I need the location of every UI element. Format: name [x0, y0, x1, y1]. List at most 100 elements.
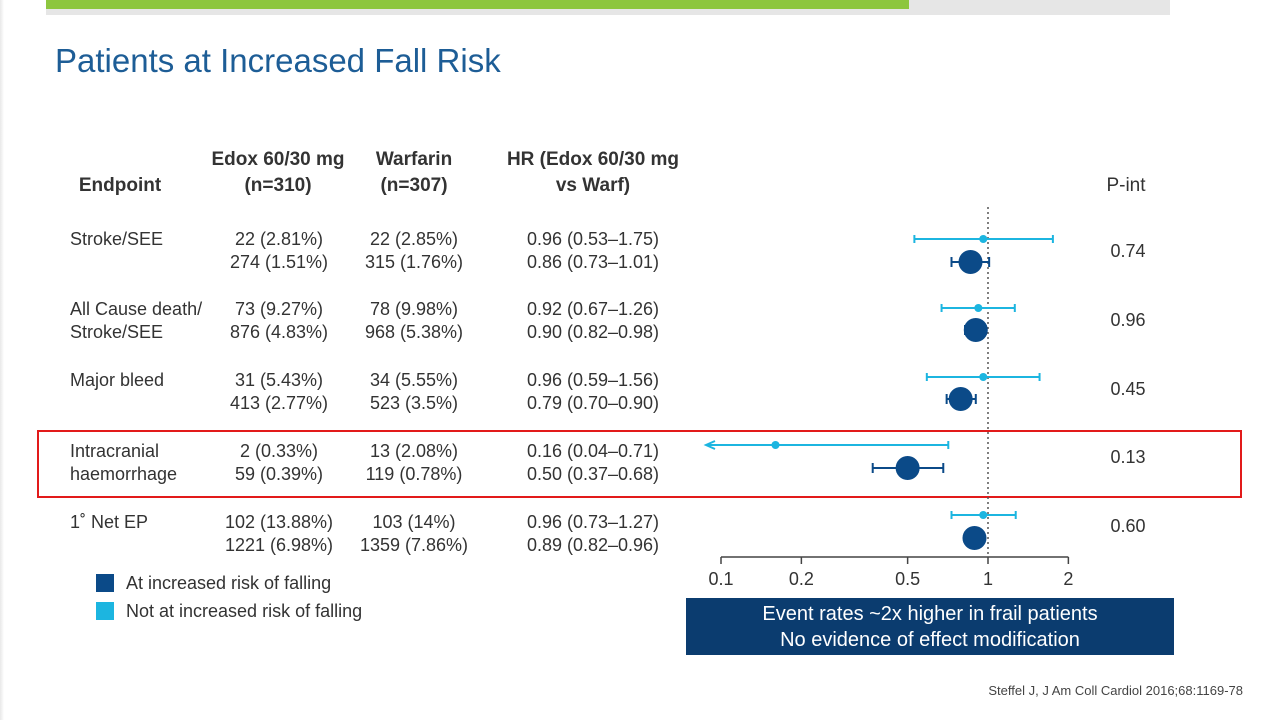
point-at-risk: [962, 526, 987, 550]
banner-line1: Event rates ~2x higher in frail patients: [762, 603, 1098, 625]
edox-at-risk: 413 (2.77%): [229, 393, 329, 413]
warf-at-risk: 1359 (7.86%): [359, 535, 469, 555]
point-not-at-risk: [979, 235, 988, 243]
header-hr-line2: vs Warf): [555, 175, 631, 196]
header-warf-line2: (n=307): [380, 175, 448, 196]
x-tick-label: 0.1: [708, 569, 733, 589]
header-edox-line2: (n=310): [244, 175, 312, 196]
hr-not-at-risk: 0.96 (0.59–1.56): [526, 370, 660, 390]
edox-not-at-risk: 102 (13.88%): [224, 512, 334, 532]
row-edox-values: 31 (5.43%) 413 (2.77%): [204, 369, 354, 415]
header-warf-line1: Warfarin: [375, 149, 453, 170]
warf-not-at-risk: 34 (5.55%): [369, 370, 459, 390]
point-not-at-risk: [979, 373, 988, 381]
header-edox: Edox 60/30 mg (n=310): [198, 147, 358, 199]
endpoint-line2: Stroke/SEE: [70, 322, 164, 342]
row-hr-values: 0.92 (0.67–1.26) 0.90 (0.82–0.98): [483, 298, 703, 344]
point-not-at-risk: [974, 304, 983, 312]
hr-not-at-risk: 0.96 (0.73–1.27): [526, 512, 660, 532]
slide-title: Patients at Increased Fall Risk: [55, 42, 501, 79]
row-edox-values: 22 (2.81%) 274 (1.51%): [204, 228, 354, 274]
row-hr-values: 0.96 (0.59–1.56) 0.79 (0.70–0.90): [483, 369, 703, 415]
legend-item-not-at-risk: Not at increased risk of falling: [96, 601, 362, 622]
warf-at-risk: 968 (5.38%): [364, 322, 464, 342]
endpoint-line1: Intracranial: [70, 441, 160, 461]
banner-line2: No evidence of effect modification: [780, 629, 1080, 651]
edox-at-risk: 59 (0.39%): [234, 464, 324, 484]
hr-at-risk: 0.89 (0.82–0.96): [526, 535, 660, 555]
row-pint: 0.74: [1110, 241, 1146, 261]
legend-swatch-at-risk: [96, 574, 114, 592]
point-not-at-risk: [979, 511, 988, 519]
endpoint-line1: Major bleed: [70, 370, 165, 390]
edox-not-at-risk: 73 (9.27%): [234, 299, 324, 319]
highlight-box-intracranial: [37, 430, 1242, 498]
hr-not-at-risk: 0.92 (0.67–1.26): [526, 299, 660, 319]
endpoint-line1: Stroke/SEE: [70, 229, 164, 249]
row-hr-values: 0.16 (0.04–0.71) 0.50 (0.37–0.68): [483, 440, 703, 486]
row-endpoint: Stroke/SEE: [70, 228, 163, 251]
endpoint-line1: 1˚ Net EP: [70, 512, 149, 532]
point-at-risk: [948, 387, 973, 411]
row-warf-values: 22 (2.85%) 315 (1.76%): [339, 228, 489, 274]
row-pint: 0.96: [1110, 310, 1146, 330]
hr-at-risk: 0.90 (0.82–0.98): [526, 322, 660, 342]
warf-at-risk: 523 (3.5%): [369, 393, 459, 413]
row-endpoint: 1˚ Net EP: [70, 511, 148, 534]
hr-at-risk: 0.86 (0.73–1.01): [526, 252, 660, 272]
row-warf-values: 13 (2.08%) 119 (0.78%): [339, 440, 489, 486]
header-edox-line1: Edox 60/30 mg: [211, 149, 345, 170]
x-tick-label: 1: [983, 569, 993, 589]
row-endpoint: Intracranial haemorrhage: [70, 440, 177, 486]
point-at-risk: [963, 318, 988, 342]
row-pint: 0.60: [1110, 516, 1146, 536]
warf-not-at-risk: 22 (2.85%): [369, 229, 459, 249]
warf-not-at-risk: 78 (9.98%): [369, 299, 459, 319]
row-warf-values: 34 (5.55%) 523 (3.5%): [339, 369, 489, 415]
warf-not-at-risk: 13 (2.08%): [369, 441, 459, 461]
edox-not-at-risk: 31 (5.43%): [234, 370, 324, 390]
row-endpoint: Major bleed: [70, 369, 164, 392]
hr-not-at-risk: 0.16 (0.04–0.71): [526, 441, 660, 461]
row-hr-values: 0.96 (0.73–1.27) 0.89 (0.82–0.96): [483, 511, 703, 557]
header-endpoint-label: Endpoint: [78, 175, 162, 196]
point-at-risk: [958, 250, 983, 274]
top-bar-accent: [46, 0, 909, 9]
edox-not-at-risk: 22 (2.81%): [234, 229, 324, 249]
header-hr: HR (Edox 60/30 mg vs Warf): [483, 147, 703, 199]
left-edge-shadow: [0, 0, 4, 720]
row-hr-values: 0.96 (0.53–1.75) 0.86 (0.73–1.01): [483, 228, 703, 274]
edox-at-risk: 274 (1.51%): [229, 252, 329, 272]
legend-item-at-risk: At increased risk of falling: [96, 573, 331, 594]
row-pint: 0.13: [1110, 447, 1146, 467]
legend-label-at-risk: At increased risk of falling: [126, 573, 332, 593]
x-tick-label: 0.2: [789, 569, 814, 589]
endpoint-line1: All Cause death/: [70, 299, 203, 319]
edox-at-risk: 876 (4.83%): [229, 322, 329, 342]
legend-swatch-not-at-risk: [96, 602, 114, 620]
legend-label-not-at-risk: Not at increased risk of falling: [126, 601, 363, 621]
warf-not-at-risk: 103 (14%): [372, 512, 456, 532]
endpoint-line2: haemorrhage: [70, 464, 178, 484]
point-at-risk: [895, 456, 920, 480]
row-edox-values: 2 (0.33%) 59 (0.39%): [204, 440, 354, 486]
row-edox-values: 73 (9.27%) 876 (4.83%): [204, 298, 354, 344]
row-endpoint: All Cause death/ Stroke/SEE: [70, 298, 202, 344]
row-pint: 0.45: [1110, 379, 1146, 399]
conclusion-banner: Event rates ~2x higher in frail patients…: [686, 598, 1174, 655]
edox-at-risk: 1221 (6.98%): [224, 535, 334, 555]
header-endpoint: Endpoint: [60, 173, 180, 199]
header-pint: P-int: [1091, 173, 1161, 199]
row-warf-values: 103 (14%) 1359 (7.86%): [339, 511, 489, 557]
ci-arrow-lower: [703, 440, 716, 450]
header-pint-label: P-int: [1106, 175, 1146, 196]
edox-not-at-risk: 2 (0.33%): [239, 441, 319, 461]
citation: Steffel J, J Am Coll Cardiol 2016;68:116…: [988, 683, 1243, 698]
x-tick-label: 2: [1063, 569, 1073, 589]
point-not-at-risk: [771, 441, 780, 449]
hr-not-at-risk: 0.96 (0.53–1.75): [526, 229, 660, 249]
hr-at-risk: 0.50 (0.37–0.68): [526, 464, 660, 484]
header-hr-line1: HR (Edox 60/30 mg: [506, 149, 680, 170]
hr-at-risk: 0.79 (0.70–0.90): [526, 393, 660, 413]
